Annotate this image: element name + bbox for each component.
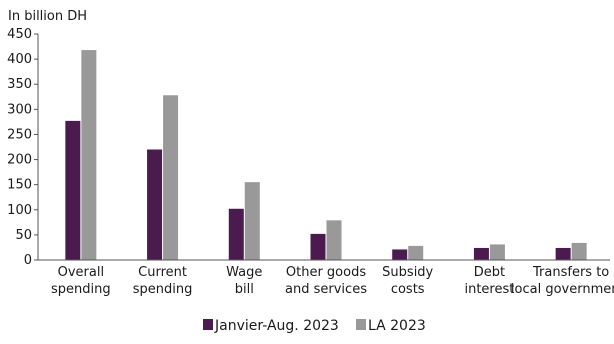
- bar-la-2023: [244, 182, 260, 260]
- y-tick-label: 400: [7, 52, 32, 67]
- x-axis: Overall spending Current spending Wage bill Ot…: [38, 259, 614, 297]
- y-tick-label: 50: [15, 228, 32, 243]
- x-category-label: Other goods and services: [285, 265, 367, 297]
- legend-swatch: [203, 319, 213, 330]
- legend-label: LA 2023: [368, 318, 426, 334]
- legend-label: Janvier-Aug. 2023: [214, 318, 339, 334]
- legend-swatch: [356, 319, 366, 330]
- bars: [65, 50, 587, 261]
- bar-janvier-aug-2023: [65, 120, 81, 260]
- x-category-label: Current spending: [133, 265, 193, 297]
- y-tick-label: 350: [7, 77, 32, 92]
- y-tick-label: 450: [7, 27, 32, 42]
- x-category-label: Wage bill: [226, 265, 262, 297]
- x-category-label-line: bill: [235, 282, 254, 297]
- bar-janvier-aug-2023: [392, 249, 408, 260]
- bar-la-2023: [408, 245, 424, 260]
- x-category-label-line: Subsidy: [382, 265, 433, 280]
- x-category-label-line: spending: [133, 282, 193, 297]
- x-category-label-line: spending: [51, 282, 111, 297]
- bar-la-2023: [326, 220, 342, 260]
- x-category-label-line: Wage: [226, 265, 262, 280]
- x-category-label: Debt interest: [464, 265, 514, 297]
- y-tick-label: 150: [7, 178, 32, 193]
- x-category-label-line: interest: [464, 282, 514, 297]
- x-category-label: Subsidy costs: [382, 265, 433, 297]
- x-category-label-line: Overall: [58, 265, 104, 280]
- x-category-label-line: Debt: [474, 265, 505, 280]
- bar-janvier-aug-2023: [555, 247, 571, 260]
- x-category-label-line: Current: [138, 265, 187, 280]
- x-category-label-line: and services: [285, 282, 367, 297]
- x-category-label-line: Other goods: [286, 265, 366, 280]
- bar-la-2023: [81, 50, 97, 261]
- bar-la-2023: [163, 95, 179, 260]
- bar-janvier-aug-2023: [147, 149, 163, 260]
- y-axis: 0 50 100 150 200 250 300 350 400 450: [7, 27, 39, 268]
- y-tick-label: 100: [7, 203, 32, 218]
- y-tick-label: 0: [24, 253, 32, 268]
- x-category-label-line: Transfers to: [532, 265, 609, 280]
- y-tick-label: 200: [7, 153, 32, 168]
- bar-janvier-aug-2023: [310, 233, 326, 260]
- y-tick-label: 250: [7, 127, 32, 142]
- legend: Janvier-Aug. 2023 LA 2023: [203, 318, 426, 334]
- x-category-label: Transfers to local governments: [511, 265, 614, 297]
- y-tick-label: 300: [7, 102, 32, 117]
- x-category-label-line: costs: [391, 282, 425, 297]
- bar-janvier-aug-2023: [228, 208, 244, 260]
- x-category-label: Overall spending: [51, 265, 111, 297]
- unit-label: In billion DH: [8, 9, 87, 24]
- bar-janvier-aug-2023: [473, 247, 489, 260]
- bar-la-2023: [489, 244, 505, 260]
- x-category-label-line: local governments: [511, 282, 614, 297]
- bar-la-2023: [571, 242, 587, 260]
